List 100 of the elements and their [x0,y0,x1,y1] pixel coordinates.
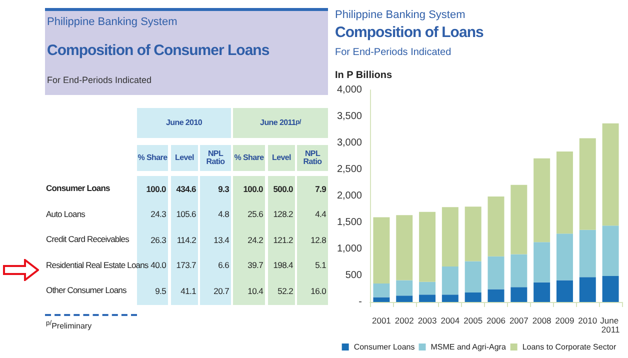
y-tick-label: - [358,296,362,308]
bar [442,294,458,302]
text: 12.8 [310,234,327,247]
x-tick-label: June 2011 [600,316,621,334]
bar [464,292,482,302]
x-tick-label: 2007 [509,316,529,326]
bar [556,280,573,302]
text: 52.2 [276,284,294,298]
bar [373,217,390,284]
bar [488,289,504,302]
y-tick-label: 3,000 [336,138,362,148]
x-tick-label: 2001 [372,316,392,326]
text: NPL Ratio [200,145,231,171]
bar [396,215,413,280]
legend-label: Consumer Loans [354,342,415,352]
x-tick-label: 2006 [486,316,506,326]
text: 39.7 [246,259,264,272]
text: 10.4 [246,284,264,298]
bar [373,297,390,302]
bar [510,287,528,302]
text: 16.0 [310,284,327,298]
y-tick-label: 1,000 [336,244,362,254]
bar [579,230,596,278]
text: $^{p/}$Preliminary [46,320,92,331]
bar [534,158,550,242]
y-tick-label: 2,500 [336,164,362,175]
bar [442,207,458,266]
legend-label: MSME and Agri-Agra [430,342,506,352]
text: Level [268,145,295,171]
bar [579,277,596,302]
text: Auto Loans [46,208,86,218]
chart-title: Composition of Loans [335,24,484,41]
text: 105.6 [175,208,197,222]
text: Other Consumer Loans [46,285,126,295]
text: For End-Periods Indicated [47,75,152,85]
text: Credit Card Receivables [46,234,129,244]
x-tick-label: 2008 [532,316,552,326]
text: Philippine Banking System [47,16,178,28]
legend-label: Loans to Corporate Sector [522,342,617,352]
text: % Share [233,145,265,171]
bar [442,266,458,295]
y-tick-label: 2,000 [336,190,362,202]
text: NPL Ratio [297,145,328,171]
text: Consumer Loans [46,183,110,193]
text: 9.3 [217,182,230,196]
text: 121.2 [272,234,294,247]
text: 24.2 [246,234,264,247]
y-tick-label: 4,000 [336,84,362,96]
text: 5.1 [314,259,327,272]
bar [510,254,528,288]
text: 41.1 [180,284,197,298]
chart-subtitle: For End-Periods Indicated [335,47,452,58]
bar [464,261,482,292]
bar [510,184,528,254]
text: 4.4 [314,208,327,222]
bar [373,283,390,298]
bar [602,226,619,276]
text: 24.3 [150,208,167,222]
text: Level [171,145,198,171]
bar [602,123,619,226]
text: 100.0 [145,182,167,196]
bar [534,282,550,302]
y-axis-title: In P Billions [335,70,392,81]
text: June 2010 [137,108,231,138]
text: 7.9 [314,182,327,196]
y-tick-label: 1,500 [336,217,362,228]
bar [556,151,573,234]
bar [556,234,573,280]
text: 25.6 [246,208,264,222]
text: 100.0 [242,182,264,196]
text: 173.7 [175,259,197,272]
x-tick-label: 2010 [578,316,598,326]
text: 4.8 [217,208,230,222]
bar [396,280,413,296]
x-tick-label: 2004 [440,316,460,326]
text: 114.2 [176,234,197,247]
y-tick-label: 500 [345,270,362,281]
bar [488,256,504,290]
y-tick-label: 3,500 [336,111,362,122]
text: 26.3 [150,234,167,247]
text: 13.4 [212,234,230,247]
text: 128.2 [272,208,294,222]
text: 9.5 [154,284,167,298]
text: 500.0 [272,182,294,196]
text: Residential Real Estate Loans [46,260,148,270]
bar [396,296,413,302]
text: 434.6 [175,182,197,196]
bar [464,206,482,262]
text: Philippine Banking System [335,9,466,21]
text: 40.0 [150,260,166,270]
text: 198.4 [272,259,294,272]
text: June 2011$^{p/}$ [233,108,328,138]
text: % Share [137,145,168,171]
text: 6.6 [217,259,230,272]
text: Composition of Consumer Loans [47,42,270,59]
bar [419,294,436,302]
bar [419,282,436,295]
bar [419,212,436,282]
x-tick-label: 2005 [464,316,483,326]
x-tick-label: 2009 [555,316,574,326]
